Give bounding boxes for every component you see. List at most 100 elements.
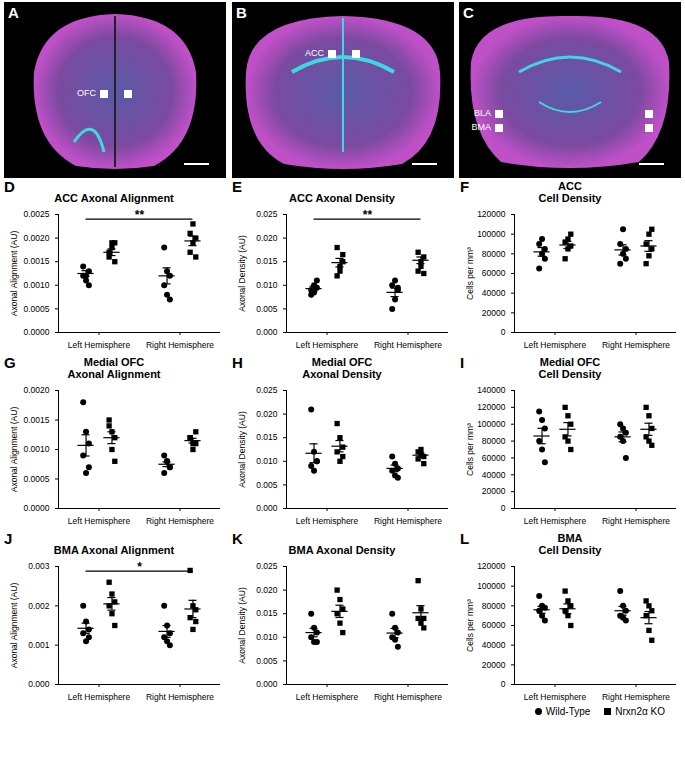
svg-text:Cells per mm³: Cells per mm³ [465, 247, 475, 300]
svg-text:Axonal Alignment (AU): Axonal Alignment (AU) [9, 407, 19, 493]
svg-text:60000: 60000 [482, 268, 506, 278]
svg-text:60000: 60000 [482, 620, 506, 630]
svg-text:0.0000: 0.0000 [24, 503, 50, 513]
html-text:Medial OFC Axonal Density: Medial OFC Axonal Density [302, 356, 382, 380]
html-text:ACC Axonal Alignment: ACC Axonal Alignment [54, 192, 174, 204]
svg-text:80000: 80000 [482, 601, 506, 611]
html-text:G: G [4, 354, 16, 371]
svg-text:20000: 20000 [482, 486, 506, 496]
html-text:ACC Cell Density: ACC Cell Density [538, 180, 602, 204]
svg-text:0.025: 0.025 [256, 209, 278, 219]
svg-text:Left Hemisphere: Left Hemisphere [296, 692, 359, 702]
svg-text:Axonal Density (AU): Axonal Density (AU) [237, 411, 247, 488]
svg-text:0.010: 0.010 [256, 632, 278, 642]
svg-text:40000: 40000 [482, 470, 506, 480]
svg-text:0.003: 0.003 [28, 561, 50, 571]
svg-text:A: A [8, 4, 19, 21]
svg-text:Right Hemisphere: Right Hemisphere [602, 516, 670, 526]
svg-text:0.025: 0.025 [256, 385, 278, 395]
svg-text:100000: 100000 [477, 581, 506, 591]
svg-text:Axonal Alignment (AU): Axonal Alignment (AU) [9, 231, 19, 317]
svg-text:0.020: 0.020 [256, 585, 278, 595]
svg-text:0.0015: 0.0015 [24, 256, 50, 266]
svg-text:0.015: 0.015 [256, 608, 278, 618]
svg-text:0.0025: 0.0025 [24, 209, 50, 219]
svg-text:40000: 40000 [482, 640, 506, 650]
svg-text:BMA: BMA [471, 122, 491, 132]
svg-text:0.015: 0.015 [256, 432, 278, 442]
svg-text:0.0005: 0.0005 [24, 474, 50, 484]
svg-text:0.0020: 0.0020 [24, 233, 50, 243]
svg-text:B: B [236, 4, 247, 21]
svg-text:0: 0 [501, 503, 506, 513]
svg-text:0.025: 0.025 [256, 561, 278, 571]
svg-text:Right Hemisphere: Right Hemisphere [146, 692, 214, 702]
svg-text:140000: 140000 [477, 385, 506, 395]
svg-text:0.000: 0.000 [256, 679, 278, 689]
html-text:BMA Cell Density: BMA Cell Density [538, 532, 602, 556]
svg-text:OFC: OFC [77, 88, 96, 98]
svg-text:80000: 80000 [482, 249, 506, 259]
svg-text:Cells per mm³: Cells per mm³ [465, 599, 475, 652]
svg-text:0.005: 0.005 [256, 480, 278, 490]
svg-text:80000: 80000 [482, 436, 506, 446]
svg-text:0.0005: 0.0005 [24, 304, 50, 314]
svg-text:Left Hemisphere: Left Hemisphere [68, 516, 131, 526]
svg-text:Left Hemisphere: Left Hemisphere [296, 340, 359, 350]
svg-text:0.001: 0.001 [28, 640, 50, 650]
svg-text:0: 0 [501, 327, 506, 337]
svg-text:Right Hemisphere: Right Hemisphere [146, 516, 214, 526]
svg-text:0.020: 0.020 [256, 233, 278, 243]
svg-text:100000: 100000 [477, 229, 506, 239]
svg-text:Right Hemisphere: Right Hemisphere [374, 692, 442, 702]
html-text:Medial OFC Axonal Alignment: Medial OFC Axonal Alignment [67, 356, 161, 380]
svg-text:Right Hemisphere: Right Hemisphere [146, 340, 214, 350]
svg-text:**: ** [363, 208, 373, 222]
svg-text:0.005: 0.005 [256, 304, 278, 314]
svg-text:0.010: 0.010 [256, 280, 278, 290]
svg-text:0.002: 0.002 [28, 601, 50, 611]
svg-text:Left Hemisphere: Left Hemisphere [524, 516, 587, 526]
svg-text:**: ** [135, 208, 145, 222]
svg-text:*: * [137, 560, 142, 574]
svg-text:120000: 120000 [477, 209, 506, 219]
svg-text:Left Hemisphere: Left Hemisphere [68, 340, 131, 350]
html-text:ACC Axonal Density: ACC Axonal Density [289, 192, 395, 204]
svg-text:Axonal Density (AU): Axonal Density (AU) [237, 587, 247, 664]
svg-text:0.0010: 0.0010 [24, 444, 50, 454]
svg-text:120000: 120000 [477, 402, 506, 412]
svg-text:Left Hemisphere: Left Hemisphere [296, 516, 359, 526]
svg-text:Cells per mm³: Cells per mm³ [465, 423, 475, 476]
svg-text:20000: 20000 [482, 660, 506, 670]
svg-text:Left Hemisphere: Left Hemisphere [68, 692, 131, 702]
svg-text:Right Hemisphere: Right Hemisphere [374, 516, 442, 526]
svg-text:0.000: 0.000 [28, 679, 50, 689]
html-text:Medial OFC Cell Density: Medial OFC Cell Density [538, 356, 602, 380]
svg-text:60000: 60000 [482, 453, 506, 463]
svg-text:0.010: 0.010 [256, 456, 278, 466]
svg-text:40000: 40000 [482, 288, 506, 298]
svg-text:0.020: 0.020 [256, 409, 278, 419]
svg-text:C: C [463, 4, 474, 21]
svg-text:Left Hemisphere: Left Hemisphere [524, 692, 587, 702]
svg-text:ACC: ACC [304, 48, 324, 58]
svg-text:0.000: 0.000 [256, 327, 278, 337]
svg-text:Right Hemisphere: Right Hemisphere [374, 340, 442, 350]
svg-text:Right Hemisphere: Right Hemisphere [602, 340, 670, 350]
svg-text:0.0015: 0.0015 [24, 415, 50, 425]
svg-text:Right Hemisphere: Right Hemisphere [602, 692, 670, 702]
svg-text:0: 0 [501, 679, 506, 689]
svg-text:Left Hemisphere: Left Hemisphere [524, 340, 587, 350]
svg-text:120000: 120000 [477, 561, 506, 571]
svg-text:Axonal Density (AU): Axonal Density (AU) [237, 235, 247, 312]
svg-text:Axonal Alignment (AU): Axonal Alignment (AU) [9, 583, 19, 669]
svg-text:0.0020: 0.0020 [24, 385, 50, 395]
svg-text:0.0000: 0.0000 [24, 327, 50, 337]
svg-text:0.015: 0.015 [256, 256, 278, 266]
svg-text:0.000: 0.000 [256, 503, 278, 513]
svg-text:100000: 100000 [477, 419, 506, 429]
svg-text:0.0010: 0.0010 [24, 280, 50, 290]
svg-text:BLA: BLA [474, 108, 491, 118]
svg-text:20000: 20000 [482, 308, 506, 318]
svg-text:0.005: 0.005 [256, 656, 278, 666]
